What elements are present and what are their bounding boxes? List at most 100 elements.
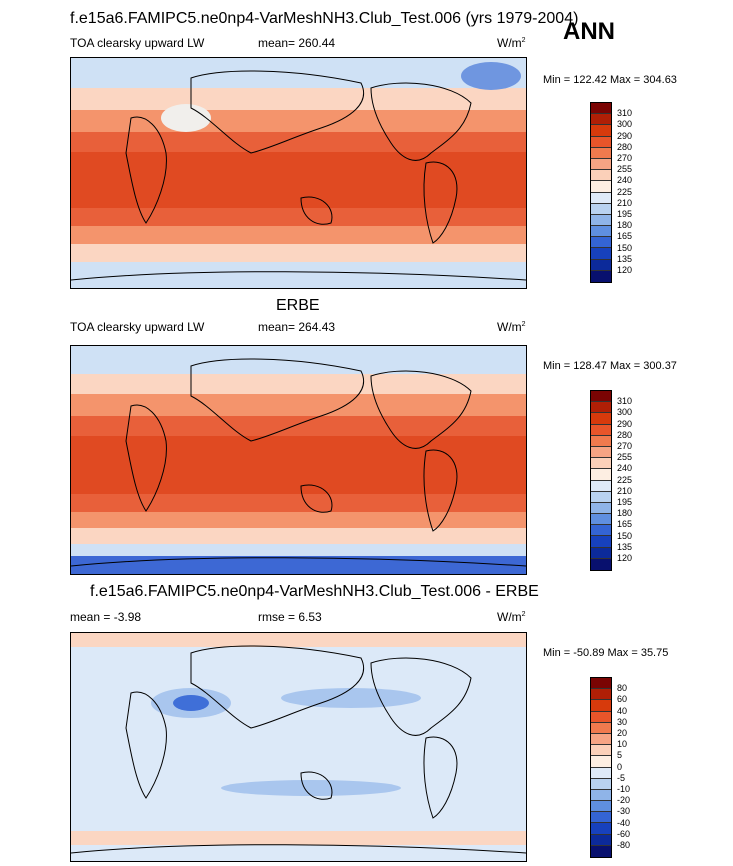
main-title: f.e15a6.FAMIPC5.ne0np4-VarMeshNH3.Club_T… [70, 10, 579, 27]
colorbar-swatch [591, 136, 611, 148]
colorbar-level-label: 40 [617, 705, 628, 716]
panel3-mean-label: mean = -3.98 [70, 610, 142, 624]
colorbar-swatch [591, 446, 611, 459]
colorbar-swatch [591, 823, 611, 835]
colorbar-swatch [591, 114, 611, 126]
colorbar-swatch [591, 514, 611, 526]
panel1-map-field [71, 58, 526, 288]
colorbar-swatch [591, 801, 611, 813]
colorbar-swatch [591, 181, 611, 193]
colorbar-swatch [591, 402, 611, 414]
colorbar-swatch [591, 192, 611, 204]
colorbar-level-label: 300 [617, 119, 633, 130]
colorbar-swatch [591, 103, 611, 115]
colorbar-swatch [591, 413, 611, 425]
colorbar-level-label: 60 [617, 694, 628, 705]
colorbar-swatch [591, 756, 611, 768]
colorbar-level-label: 255 [617, 164, 633, 175]
colorbar-level-label: 165 [617, 231, 633, 242]
season-label: ANN [563, 18, 615, 45]
colorbar-swatch [591, 733, 611, 746]
colorbar-level-label: 5 [617, 750, 623, 761]
colorbar-swatch [591, 147, 611, 159]
colorbar-swatch [591, 248, 611, 260]
colorbar-level-label: 280 [617, 141, 633, 152]
colorbar-swatch [591, 391, 611, 403]
colorbar-swatch [591, 170, 611, 182]
colorbar-level-label: 0 [617, 761, 623, 772]
colorbar-level-label: -60 [617, 828, 631, 839]
panel2-title: ERBE [276, 297, 320, 314]
colorbar-swatch [591, 158, 611, 171]
colorbar-swatch [591, 834, 611, 846]
colorbar-swatch [591, 270, 611, 282]
colorbar-level-label: 150 [617, 242, 633, 253]
panel2-mean-label: mean= 264.43 [258, 320, 336, 334]
colorbar-swatch [591, 424, 611, 436]
colorbar-swatch [591, 767, 611, 779]
colorbar-swatch [591, 722, 611, 734]
colorbar-swatch [591, 226, 611, 238]
panel2-colorbar [590, 390, 612, 571]
colorbar-level-label: 225 [617, 474, 633, 485]
colorbar-level-label: 30 [617, 716, 628, 727]
colorbar-level-label: 210 [617, 485, 633, 496]
panel2-minmax: Min = 128.47 Max = 300.37 [543, 360, 677, 372]
colorbar-swatch [591, 778, 611, 790]
colorbar-swatch [591, 491, 611, 503]
panel2-variable-label: TOA clearsky upward LW [70, 320, 205, 334]
colorbar-swatch [591, 536, 611, 548]
colorbar-level-label: -20 [617, 795, 631, 806]
colorbar-level-label: 290 [617, 418, 633, 429]
panel3-rmse-label: rmse = 6.53 [258, 610, 322, 624]
colorbar-level-label: 195 [617, 497, 633, 507]
panel3-title: f.e15a6.FAMIPC5.ne0np4-VarMeshNH3.Club_T… [90, 583, 539, 600]
panel1-minmax: Min = 122.42 Max = 304.63 [543, 74, 677, 86]
colorbar-swatch [591, 214, 611, 227]
colorbar-swatch [591, 547, 611, 559]
colorbar-swatch [591, 502, 611, 515]
colorbar-swatch [591, 812, 611, 824]
colorbar-level-label: 80 [617, 683, 628, 694]
panel3-map [70, 632, 527, 862]
colorbar-swatch [591, 745, 611, 757]
colorbar-swatch [591, 700, 611, 712]
panel2-units: W/m2 [497, 320, 526, 334]
panel3-units: W/m2 [497, 610, 526, 624]
colorbar-level-label: 300 [617, 407, 633, 418]
colorbar-level-label: 310 [617, 396, 633, 407]
colorbar-level-label: 310 [617, 108, 633, 119]
colorbar-swatch [591, 435, 611, 447]
colorbar-swatch [591, 458, 611, 470]
panel1-units: W/m2 [497, 36, 526, 50]
colorbar-level-label: 120 [617, 265, 633, 275]
colorbar-swatch [591, 525, 611, 537]
colorbar-level-label: 210 [617, 197, 633, 208]
colorbar-level-label: 270 [617, 153, 633, 163]
panel1-variable-label: TOA clearsky upward LW [70, 36, 205, 50]
panel1-map [70, 57, 527, 289]
colorbar-swatch [591, 845, 611, 857]
colorbar-level-label: 195 [617, 209, 633, 219]
colorbar-level-label: 280 [617, 429, 633, 440]
panel2-map-field [71, 346, 526, 574]
colorbar-swatch [591, 711, 611, 723]
panel2-map [70, 345, 527, 575]
colorbar-level-label: 225 [617, 186, 633, 197]
colorbar-level-label: -5 [617, 772, 626, 783]
panel3-minmax: Min = -50.89 Max = 35.75 [543, 647, 669, 659]
colorbar-level-label: -40 [617, 817, 631, 828]
colorbar-swatch [591, 789, 611, 802]
colorbar-swatch [591, 558, 611, 570]
colorbar-level-label: 20 [617, 728, 628, 738]
panel3-colorbar [590, 677, 612, 858]
colorbar-level-label: 240 [617, 175, 633, 186]
colorbar-level-label: 10 [617, 739, 628, 750]
colorbar-swatch [591, 237, 611, 249]
colorbar-level-label: -30 [617, 806, 631, 817]
panel3-map-field [71, 633, 526, 861]
colorbar-level-label: 255 [617, 452, 633, 463]
panel1-mean-label: mean= 260.44 [258, 36, 336, 50]
colorbar-level-label: 240 [617, 463, 633, 474]
colorbar-swatch [591, 259, 611, 271]
